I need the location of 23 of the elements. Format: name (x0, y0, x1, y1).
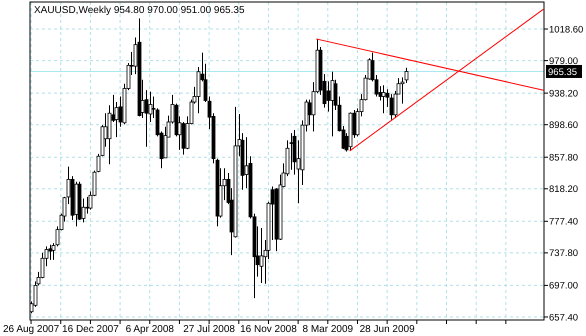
candlestick (390, 94, 394, 120)
y-tick-label: 979.00 (549, 56, 578, 67)
y-tick-label: 777.40 (549, 216, 578, 228)
x-tick-label: 16 Nov 2008 (240, 324, 298, 335)
x-tick-label: 6 Apr 2008 (126, 324, 174, 335)
y-tick-label: 697.00 (549, 280, 578, 292)
x-tick-label: 26 Aug 2007 (2, 324, 60, 335)
x-tick-label: 8 Mar 2009 (302, 324, 354, 335)
x-tick-label: 16 Dec 2007 (62, 324, 120, 335)
y-tick-label: 938.20 (549, 88, 578, 100)
y-tick-label: 818.20 (549, 184, 578, 196)
candlestick (382, 84, 386, 114)
y-tick-label: 857.80 (549, 152, 578, 164)
y-tick-label: 898.60 (549, 120, 578, 132)
candlestick (326, 80, 330, 112)
x-tick-label: 28 Jun 2009 (360, 324, 416, 335)
chart-title: XAUUSD,Weekly 954.80 970.00 951.00 965.35 (34, 5, 245, 16)
y-tick-label: 1018.60 (549, 24, 584, 36)
y-tick-label: 737.80 (549, 248, 578, 260)
candlestick (260, 228, 264, 284)
y-tick-label: 657.40 (549, 312, 578, 324)
ref-line-label: 965.35 (548, 66, 578, 78)
x-tick-label: 27 Jul 2008 (183, 324, 236, 335)
